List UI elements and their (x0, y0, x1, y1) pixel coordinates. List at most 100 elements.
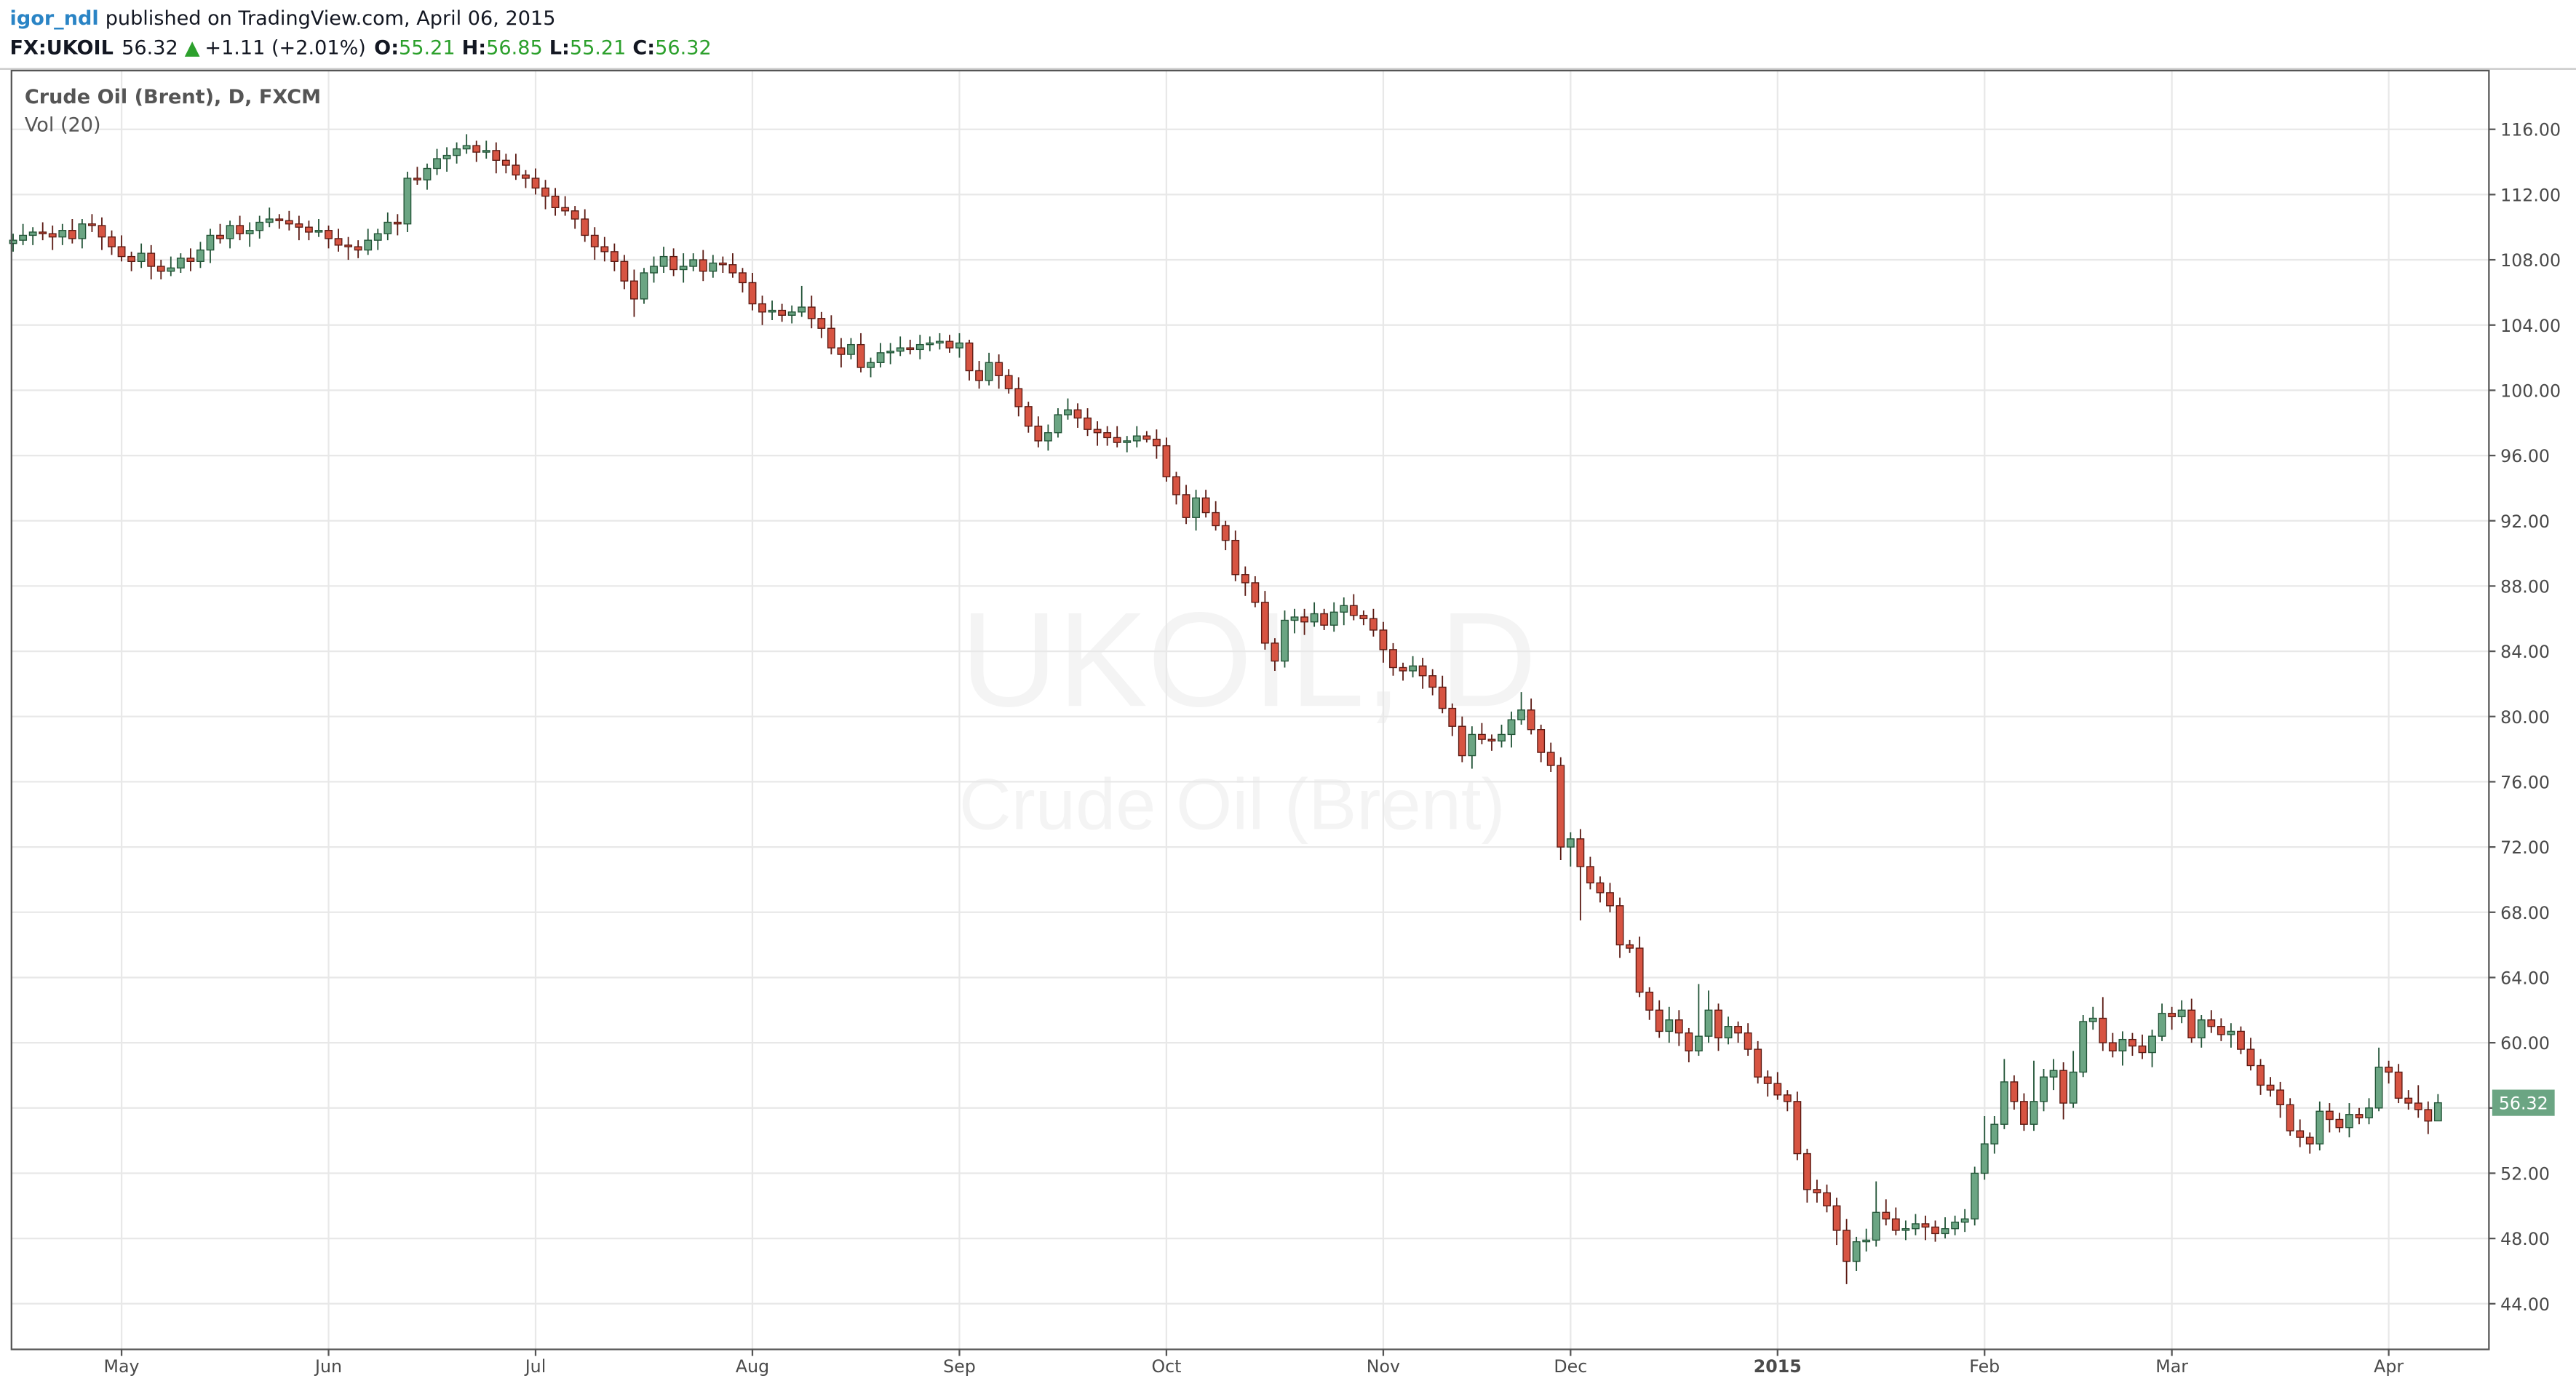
candle-body (206, 234, 215, 251)
candle-body (1448, 707, 1457, 727)
candle-body (1172, 476, 1180, 495)
candle-body (2207, 1019, 2216, 1027)
candle-body (1103, 432, 1112, 439)
candle-body (2266, 1084, 2275, 1091)
y-tick-label: 84.00 (2500, 642, 2550, 662)
y-tick-label: 116.00 (2500, 120, 2561, 140)
candle-body (78, 223, 87, 239)
candle-body (965, 342, 974, 372)
candle-body (423, 167, 432, 180)
high-label: H: (462, 36, 487, 59)
candle-body (2246, 1048, 2255, 1067)
candle-body (1852, 1241, 1861, 1262)
candle-body (108, 236, 116, 247)
y-tick-label: 80.00 (2500, 707, 2550, 728)
candle-body (1606, 892, 1614, 907)
candle-body (748, 282, 757, 305)
last-price-label: 56.32 (2499, 1094, 2548, 1114)
grid (11, 71, 2489, 1350)
candle-body (728, 264, 737, 274)
axes: 44.0048.0052.0056.0060.0064.0068.0072.00… (104, 120, 2561, 1377)
candle-body (2365, 1107, 2373, 1118)
candle-body (1192, 497, 1200, 518)
candle-body (1882, 1211, 1891, 1219)
candle-body (433, 158, 441, 170)
candle-body (659, 255, 668, 267)
candle-body (2020, 1101, 2028, 1125)
candle-body (1241, 574, 1249, 584)
candle-body (1645, 991, 1654, 1011)
candle-body (1428, 675, 1437, 688)
candle-body (995, 362, 1003, 376)
x-tick-label: May (104, 1356, 140, 1377)
candle-body (2030, 1101, 2038, 1125)
candle-body (1941, 1228, 1949, 1235)
candle-body (373, 233, 382, 241)
candle-body (906, 347, 915, 351)
candle-body (1773, 1083, 1782, 1096)
candle-body (787, 311, 796, 316)
candle-body (650, 266, 658, 274)
candle-body (1674, 1019, 1683, 1034)
candle-body (216, 234, 224, 239)
candle-body (758, 303, 766, 313)
candle-body (522, 174, 530, 179)
candle-body (2385, 1067, 2393, 1073)
candle-body (1064, 409, 1072, 415)
candle-body (2010, 1081, 2019, 1102)
candle-body (2049, 1070, 2058, 1078)
candle-body (1359, 615, 1368, 619)
candle-body (1468, 733, 1476, 757)
candle-body (1300, 616, 1308, 623)
candle-body (1754, 1048, 1762, 1078)
x-tick-label: Feb (1969, 1356, 2000, 1377)
candle-body (1566, 838, 1575, 848)
candle-body (2296, 1130, 2305, 1138)
candle-body (1014, 388, 1023, 407)
publisher[interactable]: igor_ndl (10, 7, 99, 30)
candle-body (1803, 1153, 1811, 1190)
candle-body (137, 252, 146, 262)
candle-body (1685, 1032, 1693, 1052)
candle-body (867, 362, 875, 368)
candle-body (935, 341, 944, 344)
candle-body (590, 234, 599, 247)
candle-body (1980, 1143, 1989, 1174)
candle-body (1921, 1223, 1930, 1228)
candle-body (807, 306, 816, 319)
last-price: 56.32 (122, 36, 178, 59)
candle-body (2088, 1017, 2097, 1022)
candle-body (955, 342, 963, 349)
candle-body (837, 347, 846, 355)
candle-body (1912, 1223, 1920, 1230)
candle-body (285, 220, 293, 225)
header-line-1: igor_ndl published on TradingView.com, Ap… (10, 7, 556, 30)
candle-body (1891, 1218, 1900, 1231)
candle-body (58, 230, 67, 238)
candle-body (226, 225, 234, 239)
close-value: 56.32 (655, 36, 712, 59)
candle-body (1004, 375, 1013, 389)
candle-body (945, 341, 954, 349)
candle-body (1498, 733, 1506, 742)
candle-body (1714, 1009, 1722, 1039)
candle-body (1113, 437, 1121, 443)
candle-body (1724, 1026, 1733, 1039)
up-arrow: ▲ (185, 36, 200, 59)
candle-body (2237, 1030, 2245, 1050)
candle-body (245, 230, 254, 234)
candle-body (117, 246, 126, 258)
candle-body (1487, 739, 1496, 742)
candle-body (561, 207, 570, 212)
candle-body (28, 231, 37, 236)
candle-body (2345, 1114, 2353, 1129)
candle-body (1399, 666, 1407, 672)
candle-body (1379, 629, 1388, 650)
candle-body (847, 343, 855, 355)
x-tick-label: Jul (524, 1356, 546, 1377)
x-tick-label: Apr (2374, 1356, 2404, 1377)
candle-body (2128, 1038, 2136, 1047)
candle-body (1931, 1226, 1939, 1235)
x-tick-label: Sep (943, 1356, 976, 1377)
candle-body (600, 246, 609, 252)
